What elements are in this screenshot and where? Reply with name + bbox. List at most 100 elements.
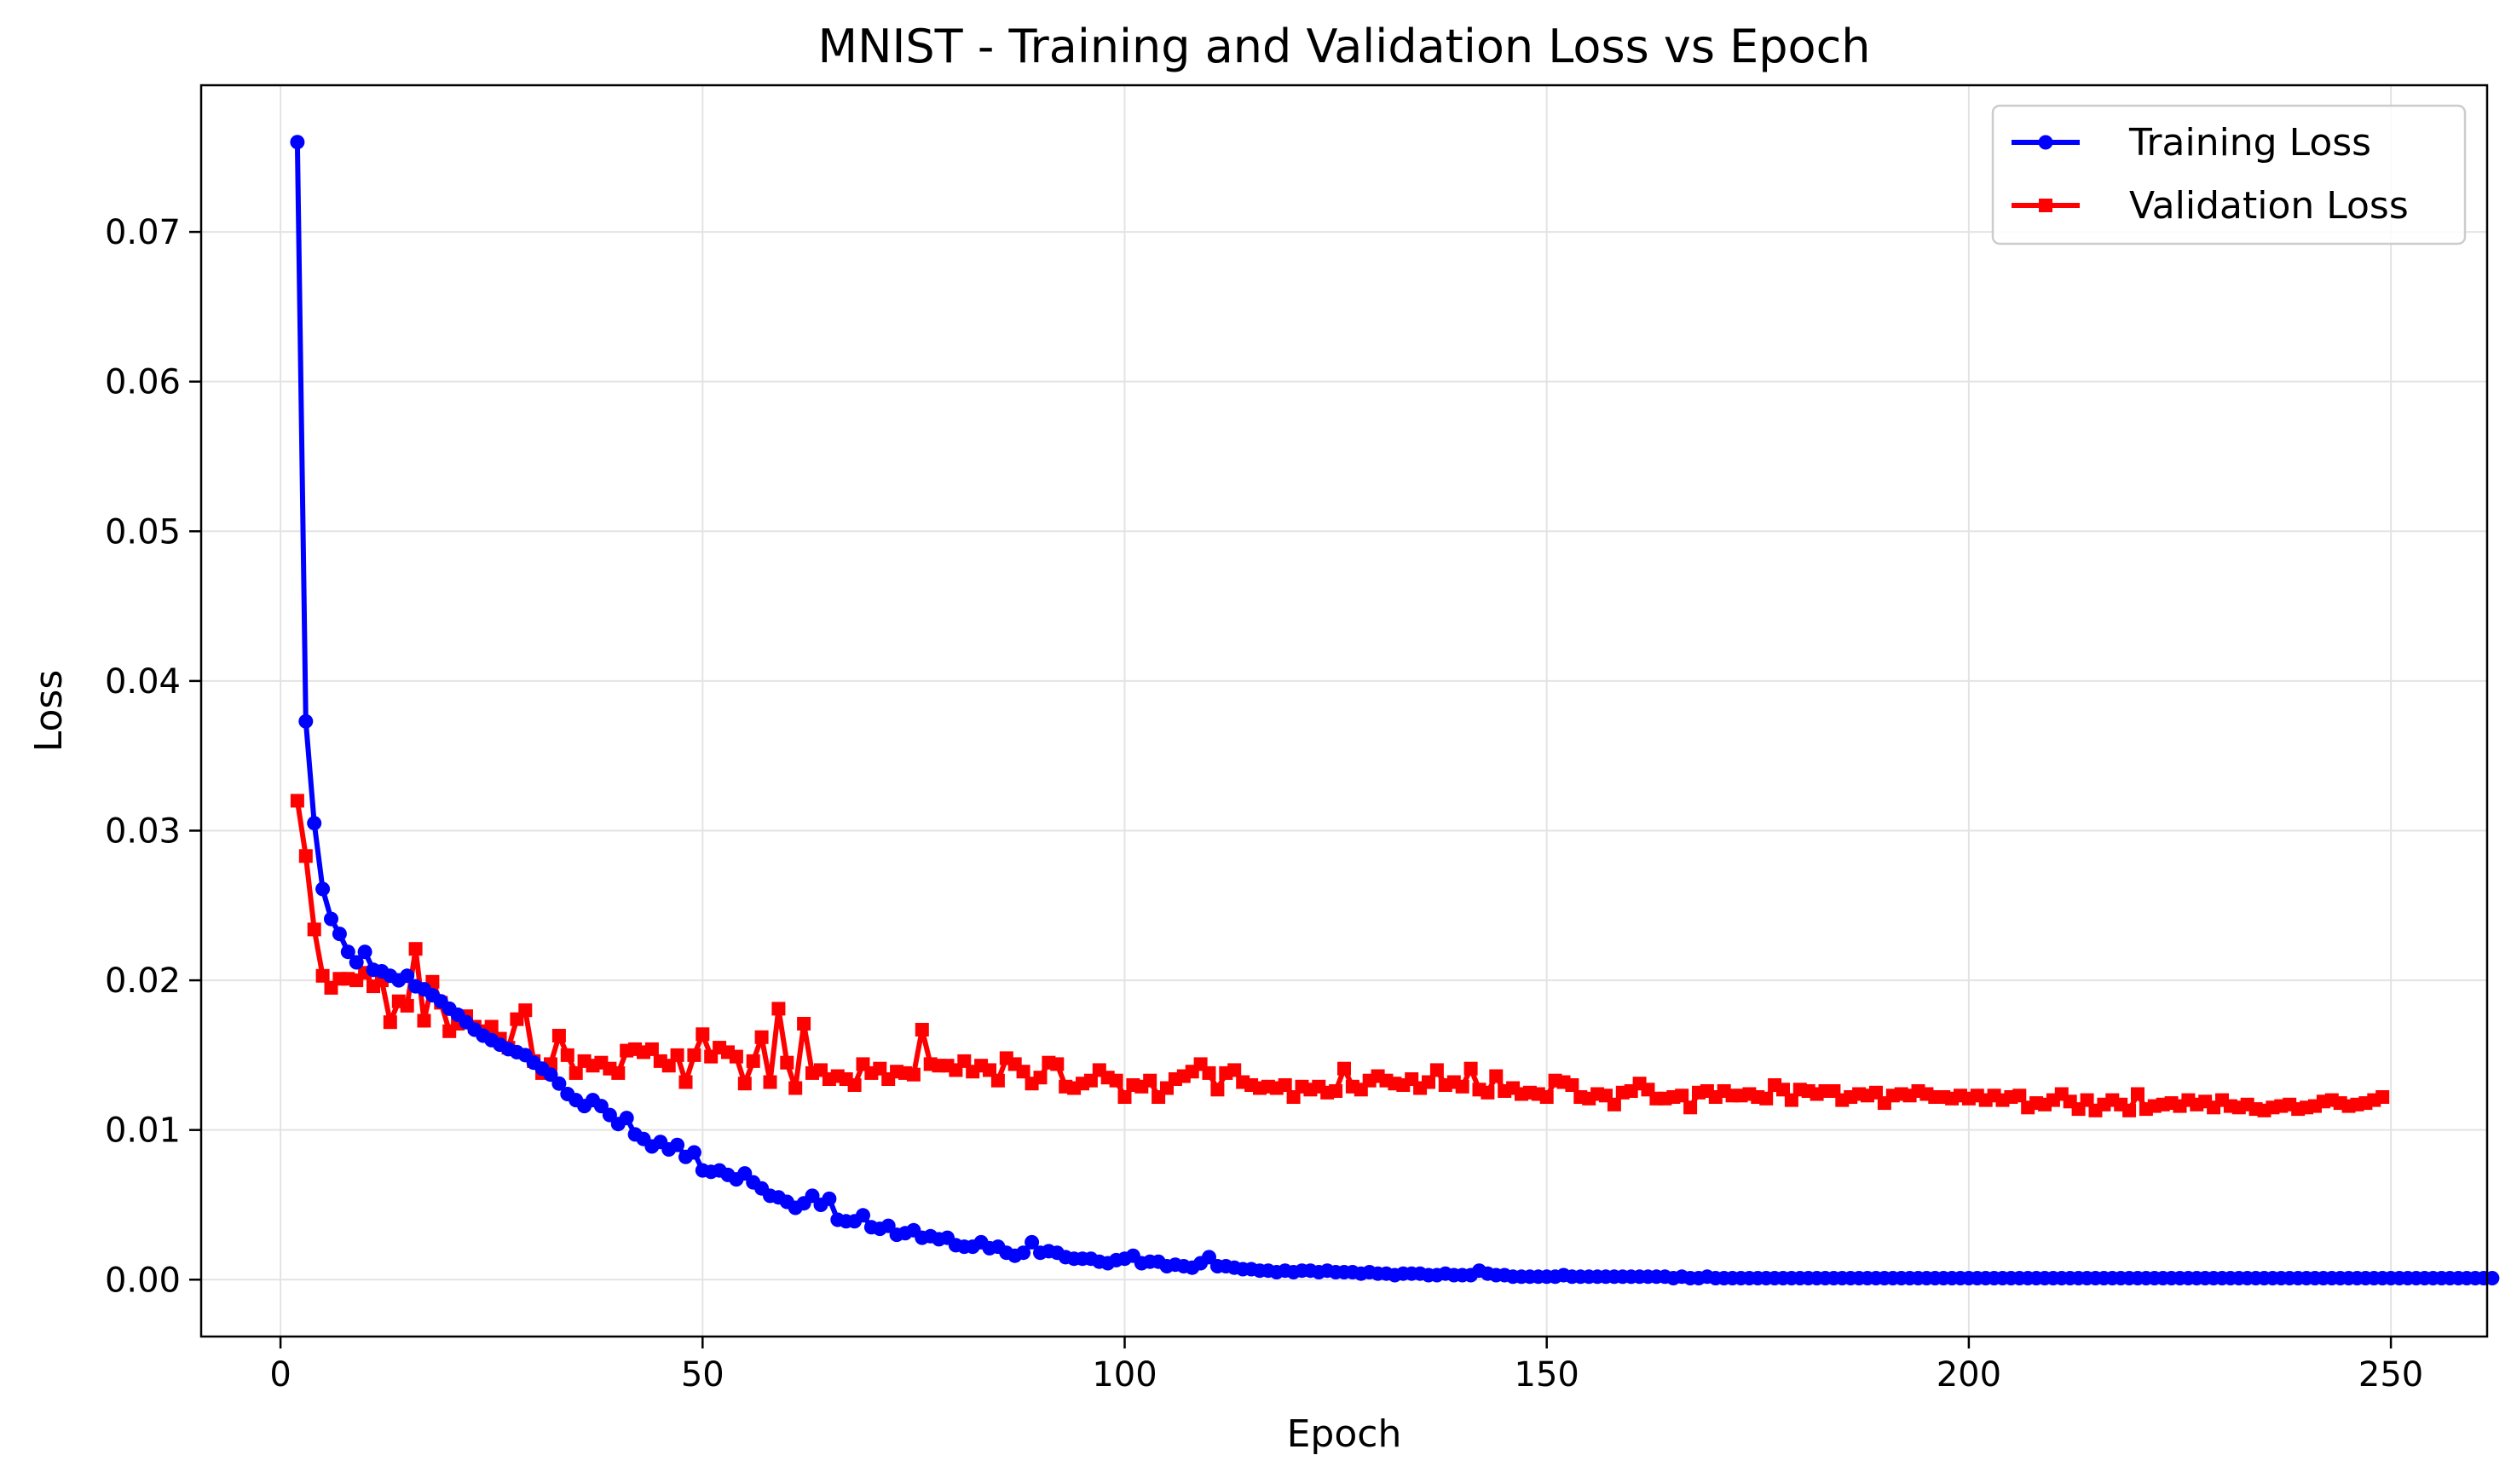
data-point xyxy=(771,1002,786,1016)
data-point xyxy=(915,1023,929,1036)
data-point xyxy=(315,968,330,983)
y-tick-label: 0.06 xyxy=(105,363,181,402)
data-point xyxy=(1759,1091,1774,1106)
x-tick-label: 250 xyxy=(2358,1355,2423,1394)
data-point xyxy=(805,1188,820,1204)
legend-marker-validation-loss xyxy=(2039,199,2052,212)
data-point xyxy=(1463,1061,1478,1076)
x-tick-label: 100 xyxy=(1092,1355,1157,1394)
series-layer xyxy=(290,135,2500,1285)
data-point xyxy=(518,1003,533,1018)
data-point xyxy=(1422,1075,1435,1089)
legend-marker-training-loss xyxy=(2038,135,2053,150)
data-point xyxy=(1683,1100,1698,1115)
data-point xyxy=(1489,1069,1504,1083)
data-point xyxy=(696,1027,710,1042)
data-point xyxy=(644,1042,659,1056)
x-tick-label: 200 xyxy=(1937,1355,2001,1394)
data-point xyxy=(661,1059,676,1073)
plot-frame xyxy=(199,84,2489,1338)
data-point xyxy=(687,1048,701,1062)
data-point xyxy=(1109,1073,1123,1088)
data-point xyxy=(1016,1065,1030,1079)
data-point xyxy=(1083,1073,1098,1088)
data-point xyxy=(746,1054,760,1068)
x-axis-title: Epoch xyxy=(1287,1412,1402,1456)
data-point xyxy=(763,1075,777,1089)
data-point xyxy=(1202,1065,1216,1080)
data-point xyxy=(400,968,415,984)
data-point xyxy=(1607,1097,1621,1112)
data-point xyxy=(2485,1271,2500,1285)
axis-ticks: 0 50 100 150 200 250 0.00 0.01 0.02 0.03 0.04 0.05 0… xyxy=(105,213,2423,1394)
data-point xyxy=(332,927,347,942)
data-point xyxy=(1016,1245,1031,1261)
data-point xyxy=(1329,1084,1343,1098)
grid xyxy=(201,85,2487,1337)
data-point xyxy=(298,849,313,863)
data-point xyxy=(729,1049,743,1064)
data-point xyxy=(754,1030,769,1044)
data-point xyxy=(2375,1090,2390,1104)
data-point xyxy=(1278,1078,1292,1092)
chart-title: MNIST - Training and Validation Loss vs … xyxy=(817,20,1870,73)
y-tick-label: 0.03 xyxy=(105,811,181,851)
data-point xyxy=(983,1063,996,1077)
series-validation-loss xyxy=(290,794,2390,1117)
data-point xyxy=(611,1065,626,1080)
y-tick-label: 0.07 xyxy=(105,213,181,252)
data-point xyxy=(822,1191,837,1206)
data-point xyxy=(737,1077,752,1091)
data-point xyxy=(906,1067,921,1082)
data-point xyxy=(408,942,423,956)
x-tick-label: 50 xyxy=(681,1355,724,1394)
data-point xyxy=(797,1017,811,1031)
y-tick-label: 0.01 xyxy=(105,1112,181,1151)
data-point xyxy=(357,944,372,960)
data-point xyxy=(484,1019,499,1034)
data-point xyxy=(400,998,414,1013)
data-point xyxy=(2122,1103,2137,1117)
data-point xyxy=(417,1013,431,1028)
data-point xyxy=(383,1015,397,1030)
data-point xyxy=(290,135,305,150)
data-point xyxy=(551,1029,566,1042)
data-point xyxy=(1033,1071,1048,1085)
data-point xyxy=(1286,1090,1301,1104)
data-point xyxy=(290,794,304,808)
data-point xyxy=(1784,1093,1798,1107)
data-point xyxy=(1481,1085,1495,1100)
data-point xyxy=(315,881,331,897)
legend-label-validation-loss: Validation Loss xyxy=(2129,184,2409,228)
data-point xyxy=(1050,1057,1065,1071)
data-point xyxy=(847,1078,862,1092)
data-point xyxy=(307,922,321,937)
data-point xyxy=(619,1111,634,1126)
data-point xyxy=(2080,1093,2094,1107)
data-point xyxy=(324,911,338,927)
data-point xyxy=(551,1076,567,1091)
legend-label-training-loss: Training Loss xyxy=(2128,121,2371,165)
data-point xyxy=(856,1208,870,1223)
data-point xyxy=(1869,1085,1883,1100)
data-point xyxy=(1143,1073,1157,1088)
data-point xyxy=(1776,1083,1790,1097)
data-point xyxy=(1565,1078,1579,1092)
data-point xyxy=(298,713,314,729)
data-point xyxy=(349,955,364,970)
data-point xyxy=(569,1065,583,1080)
data-point xyxy=(2012,1088,2027,1103)
data-point xyxy=(1337,1061,1351,1076)
data-point xyxy=(1429,1063,1444,1077)
data-point xyxy=(560,1048,574,1062)
data-point xyxy=(1210,1083,1225,1097)
data-point xyxy=(1227,1063,1242,1077)
x-tick-label: 0 xyxy=(269,1355,291,1394)
data-point xyxy=(1675,1088,1689,1103)
data-point xyxy=(957,1054,972,1068)
data-point xyxy=(2131,1087,2144,1101)
data-point xyxy=(686,1145,701,1160)
